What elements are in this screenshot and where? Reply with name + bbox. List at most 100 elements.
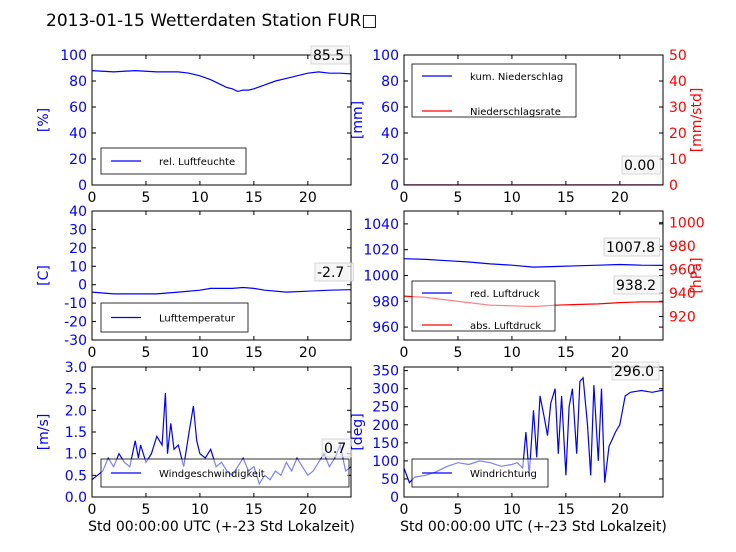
xtick-label: 15 xyxy=(245,502,263,518)
xtick-label: 20 xyxy=(611,345,629,361)
value-annotation: 296.0 xyxy=(614,364,654,380)
ytick-label: -20 xyxy=(64,315,87,331)
ytick-label: 80 xyxy=(69,74,87,90)
ytick-label: 960 xyxy=(372,320,399,336)
xtick-label: 0 xyxy=(400,345,409,361)
legend-label: kum. Niederschlag xyxy=(470,72,563,83)
panel-precipitation: 0 20 40 60 80 100 0 10 20 30 40 50 0 5 10 15 20 [mm] [mm/s… xyxy=(350,48,705,206)
ytick-right-label: 0 xyxy=(669,178,678,194)
value-annotation: 85.5 xyxy=(313,48,344,64)
xlabel: Std 00:00:00 UTC (+-23 Std Lokalzeit) xyxy=(88,519,355,535)
xtick-label: 20 xyxy=(299,190,317,206)
xtick-label: 10 xyxy=(503,502,521,518)
axes-frame xyxy=(403,54,664,186)
ylabel: [deg] xyxy=(350,413,366,450)
value-annotation: -2.7 xyxy=(317,265,344,281)
xtick-label: 0 xyxy=(400,190,409,206)
ytick-label: 2.5 xyxy=(65,382,87,398)
ytick-label: 10 xyxy=(69,259,87,275)
value-annotation-box xyxy=(321,438,353,458)
xtick-label: 20 xyxy=(299,502,317,518)
ylabel: [%] xyxy=(36,108,52,132)
xtick-label: 15 xyxy=(557,345,575,361)
ytick-right-label: 50 xyxy=(669,48,687,64)
xtick-label: 10 xyxy=(191,345,209,361)
ytick-label: 1020 xyxy=(363,243,399,259)
axes-frame xyxy=(403,366,664,498)
axes-frame xyxy=(403,210,664,341)
ytick-label: 0 xyxy=(390,490,399,506)
series-line-lufttemperatur xyxy=(92,286,351,295)
ylabel: [mm] xyxy=(350,101,366,139)
ytick-label: -30 xyxy=(64,333,87,349)
ytick-label: 150 xyxy=(372,436,399,452)
ytick-label: 100 xyxy=(60,48,87,64)
xtick-label: 15 xyxy=(557,502,575,518)
ytick-label: 0.0 xyxy=(65,490,87,506)
ytick-label: 40 xyxy=(69,204,87,220)
legend-box xyxy=(100,458,350,488)
xtick-label: 20 xyxy=(611,190,629,206)
value-annotation: 0.7 xyxy=(324,441,346,457)
panel-temperature: -30 -20 -10 0 10 20 30 40 0 5 10 15 20 [C] Lufttempera… xyxy=(36,204,354,361)
panel-wind_speed: 0.0 0.5 1.0 1.5 2.0 2.5 3.0 0 5 10 15 20 [m/s] Std 00… xyxy=(36,360,355,535)
xtick-label: 5 xyxy=(453,502,462,518)
ytick-label: 100 xyxy=(372,454,399,470)
value-annotation-box xyxy=(603,237,660,257)
legend-box xyxy=(411,280,556,332)
ytick-label: 250 xyxy=(372,400,399,416)
ytick-right-label: 10 xyxy=(669,152,687,168)
ytick-label: 1000 xyxy=(363,269,399,285)
xtick-label: 0 xyxy=(88,502,97,518)
ylabel: [C] xyxy=(36,265,52,286)
value-annotation: 0.00 xyxy=(624,158,655,174)
ytick-label: 350 xyxy=(372,364,399,380)
ylabel: [m/s] xyxy=(36,414,52,451)
legend-label: Windgeschwindigkeit xyxy=(159,469,265,480)
ytick-label: 40 xyxy=(381,126,399,142)
value-annotation-box xyxy=(314,262,354,282)
ytick-label: 200 xyxy=(372,418,399,434)
value-annotation: 938.2 xyxy=(616,278,656,294)
panel-humidity: 0 20 40 60 80 100 0 5 10 15 20 [%] rel. Luftfeuchte 8… xyxy=(36,45,352,206)
xtick-label: 10 xyxy=(503,190,521,206)
ylabel-right: [mm/std] xyxy=(689,88,705,153)
xtick-label: 10 xyxy=(191,190,209,206)
xtick-label: 5 xyxy=(141,190,150,206)
xtick-label: 5 xyxy=(141,345,150,361)
ytick-label: 60 xyxy=(381,100,399,116)
ytick-label: 980 xyxy=(372,294,399,310)
value-annotation: 1007.8 xyxy=(606,240,655,256)
xlabel: Std 00:00:00 UTC (+-23 Std Lokalzeit) xyxy=(400,519,667,535)
xtick-label: 15 xyxy=(245,345,263,361)
xtick-label: 0 xyxy=(400,502,409,518)
ytick-right-label: 960 xyxy=(669,263,696,279)
figure-title: 2013-01-15 Wetterdaten Station FUR□ xyxy=(46,11,377,31)
xtick-label: 20 xyxy=(299,345,317,361)
value-annotation-box xyxy=(310,45,350,65)
xtick-label: 15 xyxy=(245,190,263,206)
xtick-label: 15 xyxy=(557,190,575,206)
legend-label: red. Luftdruck xyxy=(470,289,540,300)
panel-pressure: 960 980 1000 1020 1040 920 940 960 980 1000 0 5 10 15… xyxy=(363,210,705,361)
ytick-label: 1.0 xyxy=(65,447,87,463)
ytick-label: 300 xyxy=(372,382,399,398)
ytick-label: 1040 xyxy=(363,217,399,233)
axes-frame xyxy=(91,366,352,498)
ytick-right-label: 20 xyxy=(669,126,687,142)
ytick-label: 1.5 xyxy=(65,425,87,441)
ytick-label: 100 xyxy=(372,48,399,64)
xtick-label: 10 xyxy=(191,502,209,518)
ytick-right-label: 1000 xyxy=(669,216,705,232)
xtick-label: 10 xyxy=(503,345,521,361)
legend-label: Windrichtung xyxy=(470,469,537,480)
xtick-label: 5 xyxy=(453,190,462,206)
value-annotation-box xyxy=(611,361,660,381)
legend-label: abs. Luftdruck xyxy=(470,321,541,332)
value-annotation-box xyxy=(621,155,661,175)
value-annotation-box xyxy=(613,275,662,295)
xtick-label: 5 xyxy=(453,345,462,361)
ylabel-right: [hPa] xyxy=(689,257,705,293)
